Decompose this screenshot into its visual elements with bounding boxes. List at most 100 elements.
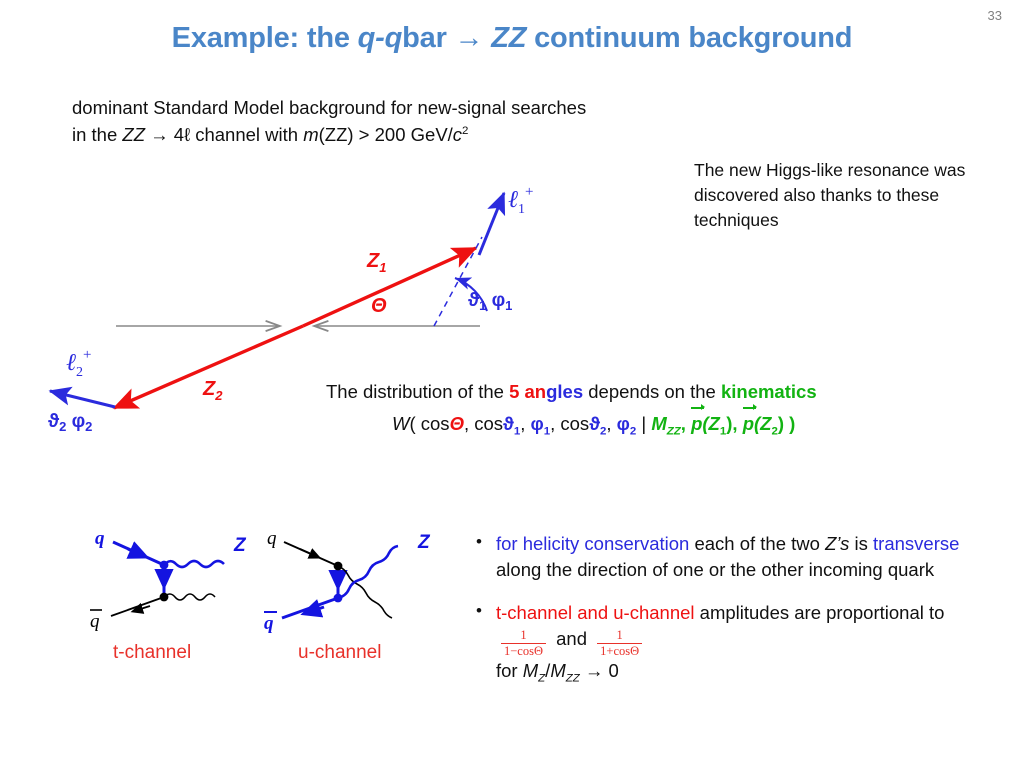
theta1-angle-arc bbox=[454, 277, 488, 312]
bullet-helicity: for helicity conservation each of the tw… bbox=[474, 530, 994, 584]
bullet2-for: for bbox=[496, 659, 523, 681]
subtitle-l2-b: 4ℓ channel with bbox=[173, 123, 304, 145]
dist-a: The distribution of the bbox=[326, 381, 510, 402]
subtitle-l2-m: m bbox=[303, 123, 319, 145]
formula-w: W bbox=[392, 413, 410, 434]
subtitle-l2-zz: ZZ bbox=[122, 123, 146, 145]
lepton2-arrow bbox=[48, 386, 116, 409]
t-quark-dir-arrow bbox=[126, 541, 150, 559]
formula-vt1: ϑ bbox=[503, 413, 514, 434]
formula-p1-sub: 1 bbox=[719, 425, 727, 438]
dist-kinematics: kinematics bbox=[720, 381, 817, 402]
formula-p1-close: ), bbox=[726, 413, 743, 434]
angles1-label: ϑ1 φ1 bbox=[468, 290, 512, 313]
formula-p2-sub: 2 bbox=[771, 425, 778, 438]
subtitle-l2-a: in the bbox=[72, 123, 123, 145]
higgs-note: The new Higgs-like resonance was discove… bbox=[694, 160, 966, 230]
formula-vt2-sub: 2 bbox=[599, 425, 607, 438]
bullet1-blue2: transverse bbox=[873, 533, 960, 554]
t-vertex-bottom bbox=[159, 592, 169, 602]
feynman-diagram-t-channel: q q Z bbox=[90, 528, 247, 632]
subtitle-l2-c-ital: c bbox=[452, 123, 463, 145]
u-quark-dir-arrow bbox=[299, 548, 322, 559]
bullet-amplitudes: t-channel and u-channel amplitudes are p… bbox=[474, 599, 994, 687]
bullet2-red1: t-channel and u-channel bbox=[496, 601, 695, 623]
bullet2-mzz: M bbox=[550, 659, 566, 681]
formula-p2-vector: p bbox=[742, 404, 758, 434]
title-part-q-qbar: q-q bbox=[357, 22, 403, 54]
formula-open: ( cos bbox=[409, 413, 450, 434]
bullet2-text1: amplitudes are proportional to bbox=[694, 601, 945, 623]
u-vertex-top bbox=[333, 561, 343, 571]
feynman-diagram-u-channel: q q Z bbox=[264, 528, 431, 634]
title-arrow-icon: → bbox=[454, 22, 484, 54]
subtitle-block: dominant Standard Model background for n… bbox=[72, 95, 586, 149]
subtitle-line-2: in the ZZ → 4ℓ channel with m(ZZ) > 200 … bbox=[72, 122, 586, 149]
formula-phi1: φ bbox=[530, 413, 544, 434]
title-part-bar: bar bbox=[402, 22, 455, 54]
title-part-zz: ZZ bbox=[483, 22, 527, 54]
formula-c1: , bbox=[520, 413, 531, 434]
t-z-label: Z bbox=[233, 535, 247, 556]
u-channel-caption: u-channel bbox=[298, 642, 382, 663]
subtitle-l2-arrow-icon: → bbox=[145, 123, 174, 145]
t-antiquark-line bbox=[110, 596, 165, 617]
subtitle-l2-sup: 2 bbox=[462, 124, 469, 137]
formula-phi1-sub: 1 bbox=[543, 425, 551, 438]
fraction-t-numerator: 1 bbox=[520, 628, 527, 643]
subtitle-line-1: dominant Standard Model background for n… bbox=[72, 97, 587, 118]
z2-label: Z2 bbox=[202, 378, 223, 403]
u-z-boson-wavy-blue bbox=[337, 544, 399, 600]
lepton2-label: ℓ2+ bbox=[66, 347, 91, 380]
bullet2-text2: and bbox=[551, 627, 593, 649]
bullet2-limit: for MZ/MZZ → 0 bbox=[496, 659, 619, 685]
page-title: Example: the q-qbar → ZZ continuum backg… bbox=[0, 22, 1024, 55]
u-antiquark-label: q bbox=[264, 613, 274, 634]
t-antiquark-label: q bbox=[90, 611, 100, 632]
fraction-t-channel: 1 1−cosΘ bbox=[501, 629, 546, 658]
theta-label: Θ bbox=[371, 295, 387, 317]
t-z-boson-wavy-blue bbox=[163, 559, 225, 569]
fraction-u-denominator: 1+cosΘ bbox=[597, 642, 643, 658]
bullet2-slash: / bbox=[545, 659, 551, 681]
bullet1-text3: along the direction of one or the other … bbox=[496, 559, 935, 581]
formula-vt1-sub: 1 bbox=[513, 425, 521, 438]
dist-b: depends on the bbox=[583, 381, 721, 402]
t-antiquark-dir-arrow bbox=[130, 602, 151, 614]
dist-gles: gles bbox=[546, 381, 584, 402]
angles2-label: ϑ2 φ2 bbox=[48, 411, 92, 434]
formula-p2-close: ) ) bbox=[777, 413, 796, 434]
formula-phi2-sub: 2 bbox=[629, 425, 637, 438]
formula-mzz: M bbox=[651, 413, 667, 434]
bullet1-zs: Z’s bbox=[825, 533, 850, 554]
distribution-sentence: The distribution of the 5 angles depends… bbox=[326, 381, 817, 403]
z1-axis-dashed-line bbox=[433, 236, 483, 327]
formula-theta: Θ bbox=[449, 413, 464, 434]
distribution-formula: W( cosΘ, cosϑ1, φ1, cosϑ2, φ2 | MZZ, p(Z… bbox=[392, 404, 796, 438]
formula-cos2: , cos bbox=[550, 413, 590, 434]
subtitle-l2-c: (ZZ) > 200 GeV/ bbox=[318, 123, 453, 145]
t-quark-label: q bbox=[95, 528, 105, 549]
formula-p1-vector: p bbox=[691, 404, 706, 434]
bullet2-mz: M bbox=[522, 659, 539, 681]
page-number: 33 bbox=[987, 8, 1002, 23]
bullet-list: for helicity conservation each of the tw… bbox=[474, 530, 994, 699]
fraction-u-channel: 1 1+cosΘ bbox=[597, 629, 643, 658]
fraction-t-denominator: 1−cosΘ bbox=[501, 642, 546, 658]
formula-p1-arg: (Z bbox=[702, 413, 720, 434]
u-z-label: Z bbox=[417, 532, 431, 553]
z1-label: Z1 bbox=[366, 250, 386, 275]
u-antiquark-dir-arrow bbox=[300, 599, 325, 618]
formula-c2: , bbox=[606, 413, 617, 434]
u-antiquark-line bbox=[281, 596, 339, 620]
formula-cos1: , cos bbox=[463, 413, 504, 434]
formula-p2-arg: (Z bbox=[754, 413, 772, 434]
formula-bar: | bbox=[636, 413, 652, 434]
formula-vt2: ϑ bbox=[589, 413, 600, 434]
bullet2-mz-sub: Z bbox=[538, 672, 546, 685]
formula-phi2: φ bbox=[616, 413, 630, 434]
t-channel-caption: t-channel bbox=[113, 642, 192, 663]
u-z-boson-wavy-black bbox=[337, 565, 393, 619]
t-vertex-top bbox=[159, 560, 169, 570]
